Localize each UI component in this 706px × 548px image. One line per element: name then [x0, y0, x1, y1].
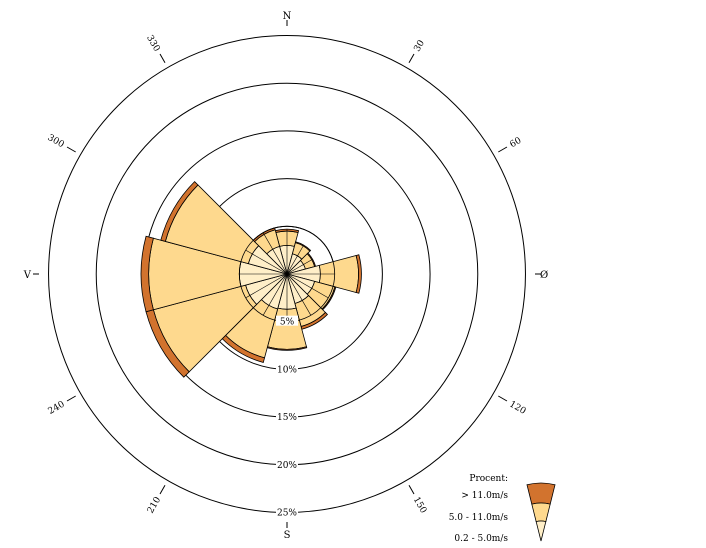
sector-270-band-2 — [140, 235, 154, 313]
legend-label-mid: 5.0 - 11.0m/s — [449, 513, 509, 523]
sector-90-band-2 — [355, 254, 362, 294]
angle-label-60: 60 — [508, 136, 523, 151]
angle-tick-330 — [159, 53, 166, 63]
angle-tick-150 — [408, 485, 415, 495]
direction-label-east: Ø — [540, 270, 548, 281]
ring-labels-layer: 5% 10% 15% 20% 25% — [276, 315, 298, 518]
spoke-120 — [286, 273, 329, 299]
spoke-300 — [245, 249, 288, 275]
angle-label-150: 150 — [411, 495, 428, 515]
angle-label-210: 210 — [146, 495, 163, 515]
angle-tick-300 — [66, 146, 76, 153]
ring-label-15: 15% — [277, 413, 297, 423]
sector-300-band-2 — [160, 181, 199, 242]
direction-label-north: N — [283, 11, 292, 22]
ring-label-5: 5% — [280, 318, 295, 328]
spoke-150 — [286, 273, 312, 316]
legend: Procent: > 11.0m/s 5.0 - 11.0m/s 0.2 - 5… — [449, 474, 556, 544]
angle-tick-60 — [498, 146, 508, 153]
direction-label-west: V — [23, 270, 32, 281]
angle-tick-240 — [66, 395, 76, 402]
spoke-240 — [245, 273, 288, 299]
spoke-330 — [262, 232, 288, 275]
angle-label-330: 330 — [144, 34, 161, 54]
legend-wedge-low — [535, 520, 547, 542]
legend-label-low: 0.2 - 5.0m/s — [454, 534, 508, 544]
ring-label-bg-15 — [276, 411, 298, 422]
ring-label-bg-5 — [276, 315, 298, 326]
ring-label-20: 20% — [277, 461, 297, 471]
ring-label-bg-20 — [276, 458, 298, 469]
ring-label-10: 10% — [277, 365, 297, 375]
angle-tick-30 — [408, 53, 415, 63]
legend-wedge-high — [526, 482, 556, 505]
angle-label-30: 30 — [413, 38, 428, 53]
spoke-210 — [262, 273, 288, 316]
direction-labels-layer: N S Ø V — [23, 11, 548, 541]
sectors-layer — [140, 181, 362, 378]
legend-wedge-mid — [531, 502, 551, 523]
ring-label-bg-10 — [276, 363, 298, 374]
angle-tick-120 — [498, 395, 508, 402]
spokes-layer — [239, 229, 335, 322]
ring-label-25: 25% — [277, 508, 297, 518]
direction-label-south: S — [284, 530, 291, 541]
legend-label-high: > 11.0m/s — [461, 491, 508, 501]
sector-30-band-2 — [294, 241, 312, 252]
angle-label-300: 300 — [46, 133, 66, 150]
angle-label-120: 120 — [507, 400, 527, 417]
spoke-60 — [286, 258, 313, 275]
angle-tick-210 — [159, 485, 166, 495]
spoke-30 — [286, 244, 304, 275]
angle-label-240: 240 — [47, 399, 67, 416]
legend-title: Procent: — [469, 474, 508, 484]
ring-label-bg-25 — [276, 506, 298, 517]
